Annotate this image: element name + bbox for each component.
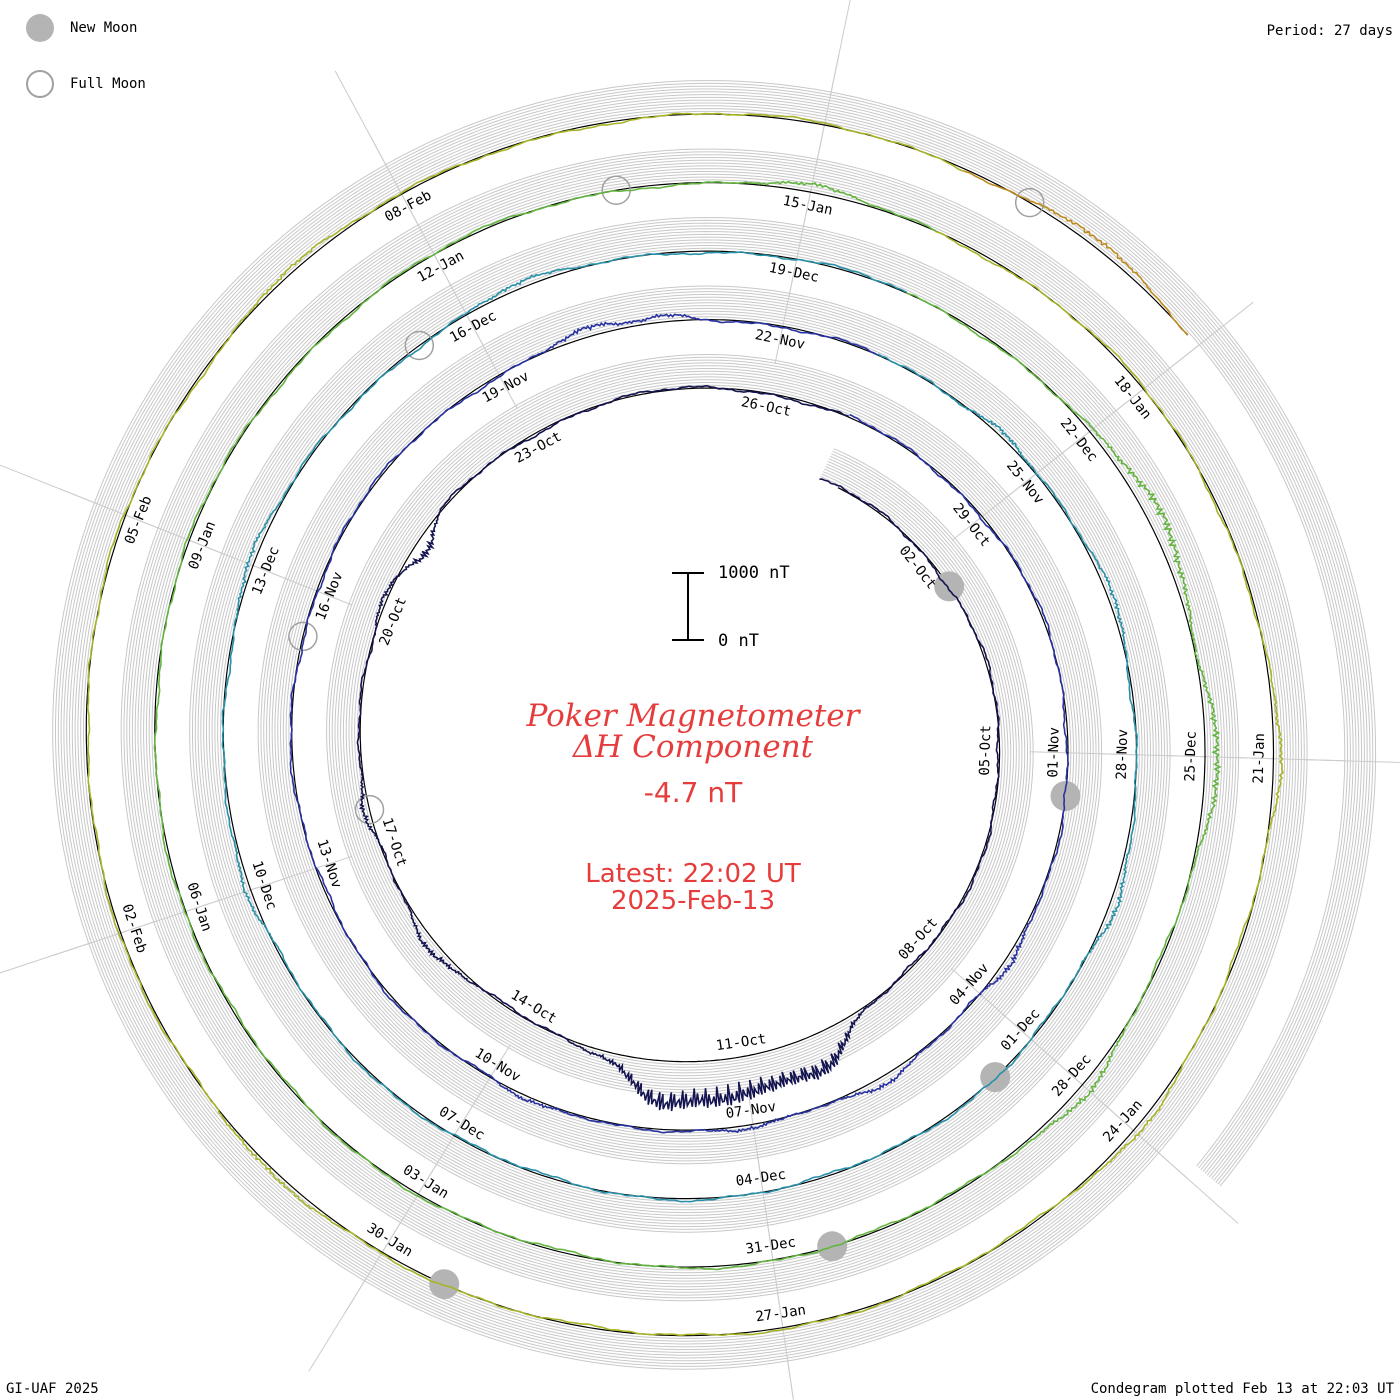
- legend-new-moon-label: New Moon: [70, 20, 138, 36]
- grid-spiral: [71, 99, 1357, 1351]
- legend-full-moon: Full Moon: [26, 70, 146, 98]
- full-moon-icon: [26, 70, 54, 98]
- date-label: 31-Dec: [745, 1234, 797, 1257]
- data-series: [86, 112, 1284, 1337]
- full-moon-marker: [404, 330, 435, 361]
- date-spoke: [0, 941, 93, 974]
- date-label: 05-Feb: [122, 494, 156, 547]
- date-label: 01-Nov: [1045, 727, 1062, 778]
- chart-subtitle: ΔH Component: [572, 729, 814, 765]
- date-label: 04-Dec: [735, 1167, 787, 1190]
- date-spoke: [0, 464, 98, 505]
- series-line: [356, 384, 1000, 1112]
- legend-full-moon-label: Full Moon: [70, 76, 146, 92]
- date-label: 16-Nov: [313, 570, 347, 623]
- date-label: 21-Jan: [1251, 733, 1268, 784]
- date-label: 14-Oct: [508, 987, 559, 1027]
- date-spoke: [829, 0, 851, 96]
- series-line: [153, 180, 1222, 1271]
- full-moon-marker: [354, 794, 385, 825]
- date-label: 09-Jan: [186, 519, 220, 572]
- date-label: 07-Nov: [725, 1099, 777, 1122]
- footer-credit: GI-UAF 2025: [6, 1381, 99, 1397]
- full-moon-marker: [288, 621, 318, 652]
- latest-time: Latest: 22:02 UT: [585, 859, 801, 889]
- series-line: [963, 170, 1189, 336]
- date-label: 05-Oct: [977, 725, 994, 776]
- date-spoke: [1166, 301, 1254, 371]
- date-label: 04-Nov: [947, 960, 993, 1008]
- chart-title: Poker Magnetometer: [526, 698, 860, 734]
- grid-spiral: [55, 82, 1374, 1367]
- date-label: 28-Dec: [1049, 1051, 1095, 1099]
- date-spoke: [334, 70, 388, 169]
- latest-date: 2025-Feb-13: [610, 886, 776, 916]
- series-line: [86, 112, 1284, 1337]
- date-label: 19-Dec: [767, 260, 820, 286]
- grid-spiral: [63, 91, 1365, 1359]
- date-label: 28-Nov: [1114, 729, 1131, 780]
- grid-spiral: [80, 108, 1349, 1342]
- new-moon-marker: [1050, 781, 1081, 811]
- current-value: -4.7 nT: [643, 776, 743, 809]
- full-moon-marker: [1014, 187, 1045, 218]
- spiral-grid: [52, 80, 1377, 1370]
- date-spoke: [1303, 759, 1400, 763]
- footer-plot-time: Condegram plotted Feb 13 at 22:03 UT: [1090, 1381, 1394, 1397]
- scale-bottom-label: 0 nT: [718, 631, 759, 651]
- period-label: Period: 27 days: [1266, 23, 1393, 39]
- grid-spiral: [83, 110, 1346, 1339]
- date-label: 24-Jan: [1100, 1097, 1146, 1145]
- grid-spiral: [52, 80, 1377, 1370]
- grid-spiral: [66, 94, 1363, 1356]
- new-moon-marker: [429, 1269, 460, 1300]
- date-spoke: [786, 1357, 794, 1400]
- date-label: 11-Oct: [715, 1031, 767, 1054]
- scale-top-label: 1000 nT: [718, 563, 790, 583]
- date-label: 25-Dec: [1182, 731, 1199, 782]
- date-label: 25-Nov: [1003, 458, 1047, 508]
- new-moon-icon: [26, 14, 54, 42]
- scale-bar: [672, 572, 704, 641]
- grid-spiral: [74, 102, 1354, 1348]
- date-label: 15-Jan: [781, 193, 834, 219]
- date-label: 27-Jan: [755, 1302, 807, 1325]
- legend-new-moon: New Moon: [26, 14, 137, 42]
- grid-spiral: [60, 88, 1368, 1362]
- grid-spiral: [57, 85, 1371, 1365]
- grid-spiral: [77, 105, 1351, 1345]
- date-label: 22-Dec: [1057, 415, 1101, 465]
- series-line: [289, 313, 1070, 1134]
- date-spoke: [308, 1277, 367, 1372]
- series-line: [221, 251, 1138, 1203]
- date-spoke: [1155, 1150, 1239, 1224]
- moon-phase-markers: [288, 175, 1081, 1300]
- new-moon-marker: [934, 571, 965, 602]
- grid-spiral: [69, 96, 1360, 1353]
